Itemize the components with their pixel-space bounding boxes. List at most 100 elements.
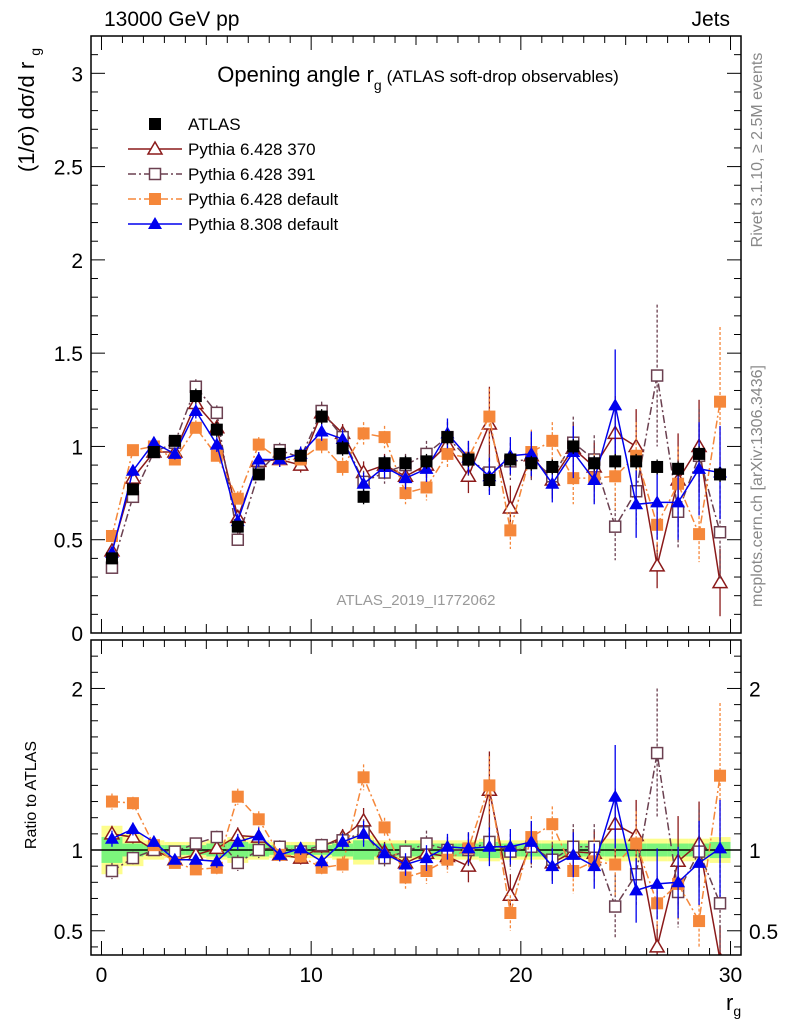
- ratio-point-pythia-8-308-default: [146, 834, 161, 847]
- main-series-pythia-6-428-391: [105, 304, 727, 579]
- legend-label: Pythia 6.428 391: [188, 165, 316, 184]
- ratio-panel: [90, 639, 742, 956]
- legend-marker: [149, 118, 161, 130]
- main-point-atlas: [504, 453, 517, 466]
- main-point-atlas: [273, 447, 286, 460]
- main-point-atlas: [357, 490, 370, 503]
- ratio-point-pythia-8-308-default: [167, 852, 182, 865]
- ratio-point-pythia-8-308-default: [398, 857, 413, 870]
- ratio-point-pythia-8-308-default: [230, 834, 245, 847]
- ratio-point-pythia-6-428-default: [252, 813, 265, 826]
- main-point-pythia-8-308-default: [398, 471, 413, 484]
- ratio-ytick-label: 1: [71, 840, 83, 863]
- ratio-point-pythia-8-308-default: [335, 834, 350, 847]
- header-left-label: 13000 GeV pp: [104, 8, 240, 31]
- ratio-point-pythia-6-428-default: [378, 821, 391, 834]
- main-point-atlas: [126, 483, 139, 496]
- ratio-point-pythia-6-428-default: [714, 769, 727, 782]
- ratio-point-pythia-8-308-default: [377, 846, 392, 859]
- main-point-atlas: [441, 431, 454, 444]
- ratio-ytick-label: 0.5: [54, 921, 83, 944]
- xtick-label: 30: [719, 964, 742, 987]
- ratio-line-pythia-6-428-391: [111, 752, 721, 909]
- main-point-atlas: [231, 520, 244, 533]
- ratio-point-pythia-8-308-default: [314, 854, 329, 867]
- main-point-atlas: [630, 455, 643, 468]
- main-point-atlas: [189, 390, 202, 403]
- legend-label: Pythia 8.308 default: [188, 215, 339, 234]
- main-point-pythia-6-428-default: [399, 487, 412, 500]
- main-point-atlas: [588, 457, 601, 470]
- main-ytick-label: 2.5: [54, 157, 83, 180]
- ratio-point-pythia-8-308-default: [104, 831, 119, 844]
- main-series-group: [103, 304, 729, 617]
- ratio-point-pythia-6-428-default: [105, 795, 118, 808]
- main-series-atlas: [105, 388, 727, 565]
- ratio-point-pythia-8-308-default: [545, 859, 560, 872]
- main-point-pythia-6-428-default: [504, 524, 517, 537]
- ratio-ytick-label-right: 2: [749, 678, 761, 701]
- main-ytick-label: 0: [71, 623, 83, 646]
- main-line-pythia-6-428-default: [111, 401, 721, 537]
- xlabel: rg: [726, 990, 741, 1019]
- main-point-pythia-8-308-default: [692, 461, 707, 474]
- ratio-point-pythia-6-428-default: [336, 858, 349, 871]
- ratio-point-pythia-6-428-default: [231, 790, 244, 803]
- legend: ATLAS Pythia 6.428 370 Pythia 6.428 391 Pyt…: [128, 115, 339, 234]
- main-point-pythia-6-428-370: [124, 469, 142, 484]
- ratio-point-pythia-6-428-391: [650, 746, 664, 760]
- ratio-point-pythia-6-428-default: [630, 837, 643, 850]
- ratio-point-pythia-6-428-370: [648, 938, 666, 953]
- main-ytick-label: 3: [71, 63, 83, 86]
- ratio-point-pythia-6-428-391: [105, 864, 119, 878]
- main-point-pythia-8-308-default: [146, 435, 161, 448]
- main-point-pythia-8-308-default: [671, 495, 686, 508]
- ratio-point-pythia-8-308-default: [461, 841, 476, 854]
- main-point-pythia-6-428-default: [420, 481, 433, 494]
- ratio-point-pythia-8-308-default: [293, 841, 308, 854]
- ratio-point-pythia-6-428-default: [504, 907, 517, 919]
- main-ytick-label: 1: [71, 436, 83, 459]
- main-point-atlas: [420, 455, 433, 468]
- main-ytick-label: 1.5: [54, 343, 83, 366]
- ratio-point-pythia-8-308-default: [671, 875, 686, 888]
- main-point-atlas: [294, 449, 307, 462]
- ratio-point-pythia-6-428-391: [189, 837, 203, 850]
- main-ytick-label: 2: [71, 250, 83, 273]
- main-point-pythia-6-428-default: [252, 438, 265, 451]
- main-point-pythia-6-428-default: [546, 434, 559, 447]
- main-point-pythia-8-308-default: [545, 476, 560, 489]
- main-point-pythia-6-428-default: [189, 421, 202, 434]
- main-point-pythia-6-428-default: [693, 528, 706, 541]
- main-point-atlas: [336, 442, 349, 455]
- ratio-point-pythia-8-308-default: [251, 828, 266, 841]
- main-point-pythia-6-428-default: [441, 447, 454, 460]
- ratio-point-pythia-6-428-default: [693, 915, 706, 928]
- main-point-pythia-6-428-default: [336, 460, 349, 473]
- main-point-atlas: [609, 455, 622, 468]
- ratio-point-pythia-8-308-default: [356, 826, 371, 839]
- ratio-point-pythia-6-428-370: [208, 839, 226, 855]
- rivet-label: Rivet 3.1.10, ≥ 2.5M events: [749, 53, 766, 248]
- main-point-atlas: [378, 457, 391, 470]
- main-point-atlas: [315, 410, 328, 423]
- ratio-point-pythia-8-308-default: [713, 841, 728, 854]
- header-right-label: Jets: [691, 8, 730, 31]
- main-point-pythia-6-428-391: [608, 520, 622, 533]
- main-point-pythia-6-428-391: [713, 526, 727, 539]
- ratio-point-pythia-6-428-default: [609, 858, 622, 871]
- main-point-atlas: [168, 434, 181, 447]
- ratio-point-pythia-8-308-default: [608, 789, 623, 802]
- ratio-line-pythia-6-428-370: [111, 790, 720, 955]
- ratio-series-group: [103, 688, 728, 955]
- ratio-point-pythia-6-428-391: [126, 851, 140, 865]
- legend-marker: [148, 167, 162, 181]
- main-point-pythia-6-428-391: [210, 406, 224, 420]
- main-point-pythia-6-428-default: [378, 431, 391, 444]
- ratio-ytick-label: 2: [71, 678, 83, 701]
- legend-label: Pythia 6.428 default: [188, 190, 339, 209]
- ratio-point-pythia-6-428-391: [608, 900, 622, 913]
- main-point-pythia-8-308-default: [587, 473, 602, 486]
